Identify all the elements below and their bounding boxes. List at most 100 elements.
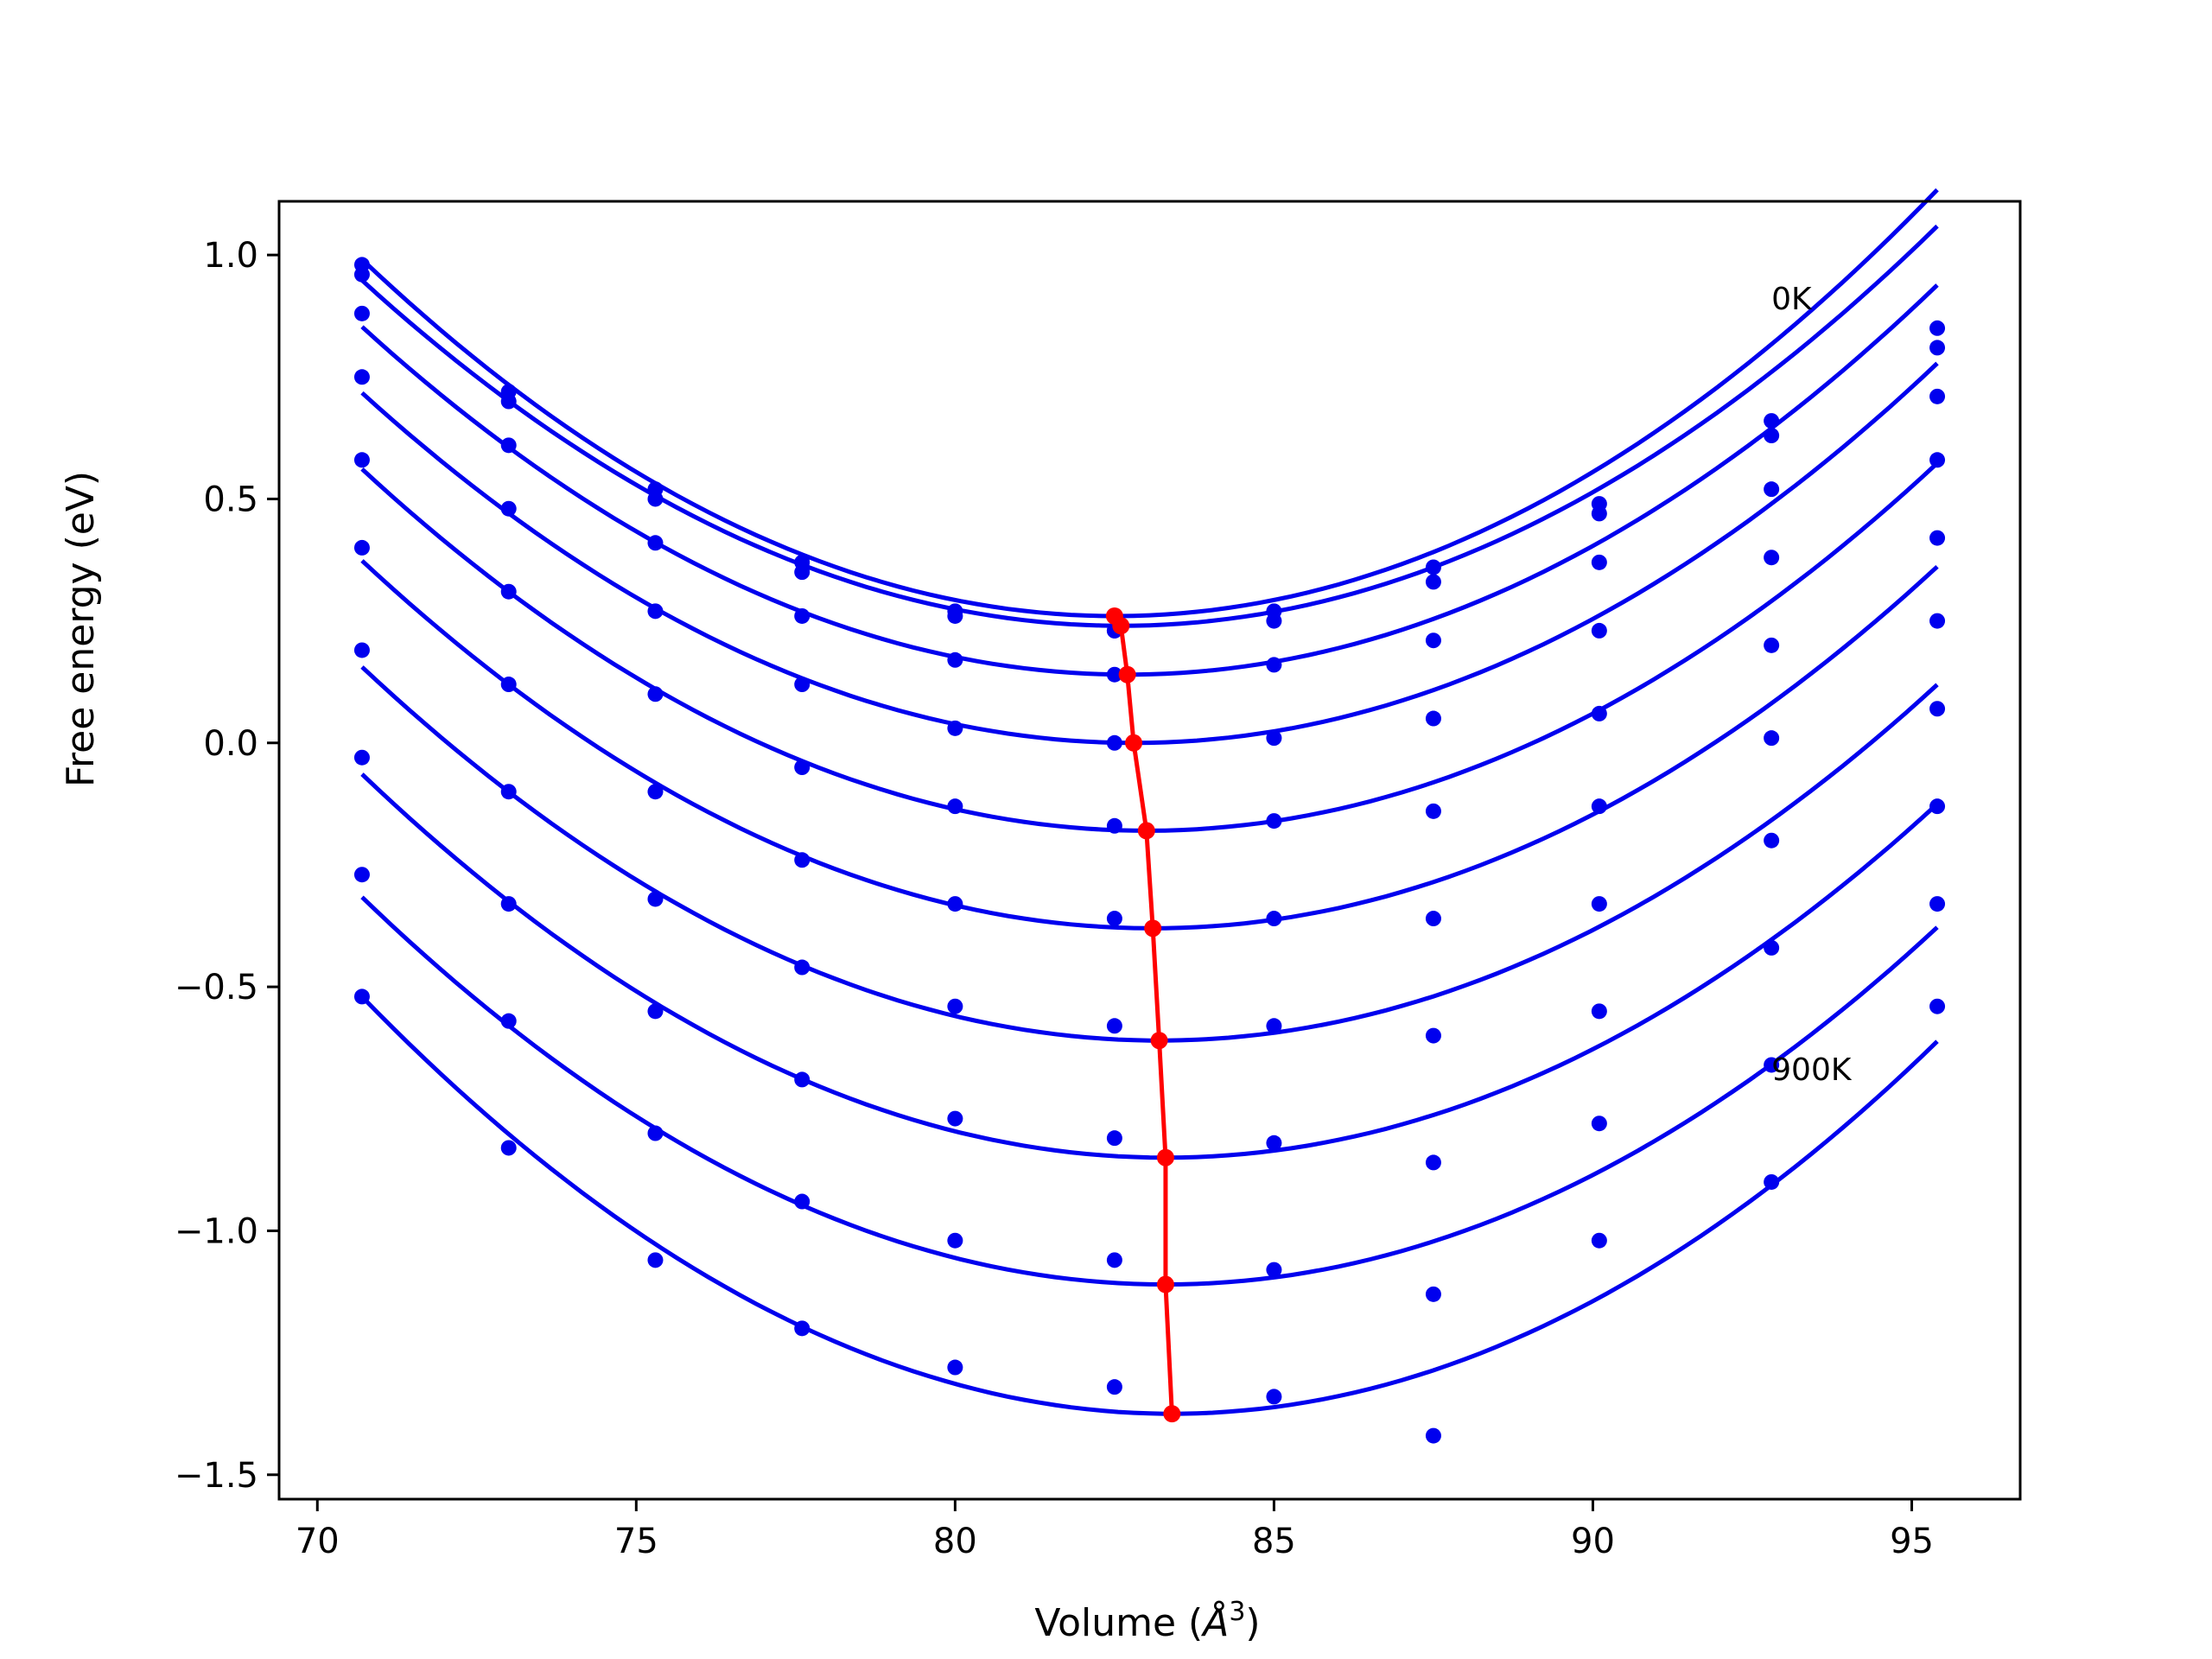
data-point-3-0 (353, 369, 370, 385)
x-tick-label-0: 70 (296, 1522, 340, 1561)
data-point-7-10 (1929, 798, 1946, 815)
data-point-0-10 (1929, 320, 1946, 336)
data-point-8-1 (500, 1013, 517, 1029)
plot-frame (277, 200, 2022, 1501)
minimum-point-1 (1112, 617, 1130, 635)
data-point-2-10 (1929, 388, 1946, 404)
data-point-5-5 (1106, 911, 1122, 927)
data-point-6-7 (1425, 1027, 1441, 1044)
x-axis-ticks: 70 75 80 85 90 95 (296, 1499, 1934, 1561)
x-axis-label-exponent: 3 (1229, 1597, 1245, 1627)
x-tick-label-5: 95 (1890, 1522, 1934, 1561)
data-point-4-7 (1425, 803, 1441, 819)
fit-curve-4 (360, 461, 1939, 833)
data-point-5-10 (1929, 613, 1946, 629)
fit-curve-3 (360, 361, 1939, 746)
data-point-1-9 (1764, 428, 1780, 444)
data-point-6-1 (500, 784, 517, 800)
data-point-8-6 (1266, 1262, 1282, 1278)
data-points (353, 257, 1946, 1444)
data-point-2-0 (353, 305, 370, 321)
data-point-3-10 (1929, 452, 1946, 468)
x-tick-label-1: 75 (614, 1522, 658, 1561)
data-point-5-2 (647, 784, 664, 800)
data-point-2-3 (794, 607, 810, 624)
data-point-7-3 (794, 1071, 810, 1088)
data-point-9-8 (1591, 1232, 1607, 1249)
data-point-2-1 (500, 437, 517, 454)
data-point-2-7 (1425, 632, 1441, 649)
data-point-1-4 (947, 607, 963, 624)
minima-line (1112, 614, 1174, 1414)
data-point-5-6 (1266, 911, 1282, 927)
data-point-3-3 (794, 677, 810, 693)
data-point-6-0 (353, 642, 370, 658)
fit-curve-0 (360, 188, 1939, 619)
data-point-8-8 (1591, 1116, 1607, 1132)
data-point-7-7 (1425, 1154, 1441, 1171)
x-tick-label-2: 80 (933, 1522, 977, 1561)
data-point-1-8 (1591, 505, 1607, 522)
data-point-8-2 (647, 1125, 664, 1141)
data-point-9-1 (500, 1140, 517, 1156)
y-tick-label-0: −1.5 (175, 1456, 258, 1496)
y-tick-label-5: 1.0 (203, 236, 258, 276)
data-point-4-8 (1591, 705, 1607, 721)
data-point-9-4 (947, 1359, 963, 1376)
data-point-8-3 (794, 1193, 810, 1210)
minimum-point-6 (1150, 1032, 1168, 1050)
data-point-4-6 (1266, 813, 1282, 830)
data-point-4-1 (500, 583, 517, 600)
data-point-3-6 (1266, 730, 1282, 747)
data-point-1-0 (353, 266, 370, 283)
data-point-7-8 (1591, 1003, 1607, 1020)
x-axis-label: Volume (Å3) (1034, 1597, 1260, 1645)
data-point-3-1 (500, 500, 517, 517)
data-point-1-2 (647, 491, 664, 507)
data-point-9-5 (1106, 1379, 1122, 1395)
data-point-4-4 (947, 798, 963, 815)
minimum-point-7 (1156, 1148, 1174, 1166)
data-point-8-0 (353, 867, 370, 883)
data-point-5-8 (1591, 798, 1607, 815)
data-point-2-6 (1266, 657, 1282, 673)
data-point-3-7 (1425, 710, 1441, 727)
y-tick-label-4: 0.5 (203, 480, 258, 519)
fit-curve-9 (360, 995, 1939, 1416)
data-point-6-6 (1266, 1018, 1282, 1034)
data-point-4-10 (1929, 530, 1946, 546)
minimum-point-8 (1156, 1275, 1174, 1294)
data-point-5-3 (794, 852, 810, 868)
data-point-6-5 (1106, 1018, 1122, 1034)
data-point-7-5 (1106, 1130, 1122, 1147)
minima-line-group (1105, 607, 1181, 1423)
data-point-9-0 (353, 988, 370, 1005)
data-point-8-4 (947, 1232, 963, 1249)
data-point-6-8 (1591, 896, 1607, 912)
annotation-0k: 0K (1771, 282, 1813, 317)
data-point-9-9 (1764, 1173, 1780, 1190)
data-point-3-5 (1106, 734, 1122, 751)
minimum-point-5 (1144, 919, 1162, 938)
data-point-2-4 (947, 652, 963, 668)
data-point-5-9 (1764, 730, 1780, 747)
y-axis-ticks: −1.5 −1.0 −0.5 0.0 0.5 1.0 (175, 236, 279, 1496)
data-point-5-7 (1425, 911, 1441, 927)
data-point-2-5 (1106, 666, 1122, 683)
data-point-1-6 (1266, 613, 1282, 629)
data-point-9-3 (794, 1320, 810, 1337)
data-point-5-1 (500, 677, 517, 693)
data-point-8-5 (1106, 1252, 1122, 1268)
data-point-7-6 (1266, 1135, 1282, 1151)
data-point-8-9 (1764, 1057, 1780, 1073)
data-point-7-1 (500, 896, 517, 912)
fit-curve-2 (360, 283, 1939, 677)
fit-curves (360, 188, 1939, 1416)
y-tick-label-1: −1.0 (175, 1211, 258, 1251)
data-point-3-8 (1591, 622, 1607, 639)
minimum-point-4 (1137, 822, 1155, 840)
data-point-3-9 (1764, 550, 1780, 566)
data-point-8-7 (1425, 1286, 1441, 1302)
